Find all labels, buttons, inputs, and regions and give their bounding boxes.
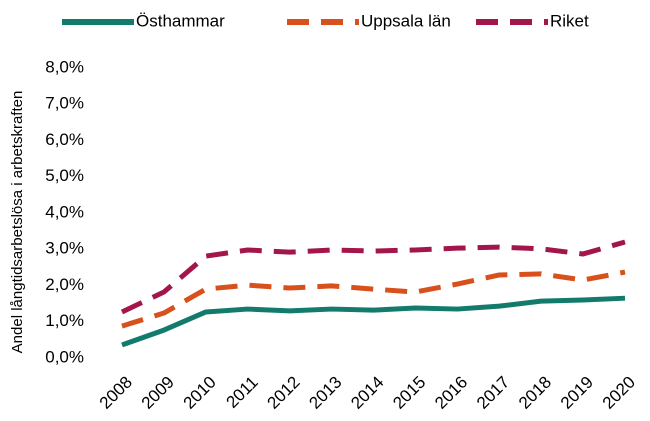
x-tick-label: 2018	[515, 373, 555, 413]
y-tick-label: 4,0%	[45, 202, 84, 221]
y-axis-label: Andel långtidsarbetslösa i arbetskraften	[9, 91, 26, 354]
y-tick-label: 3,0%	[45, 239, 84, 258]
x-tick-label: 2008	[96, 373, 136, 413]
series-line	[121, 295, 626, 348]
legend-label: Uppsala län	[361, 11, 451, 30]
x-tick-label: 2017	[473, 373, 513, 413]
x-tick-label: 2015	[389, 373, 429, 413]
x-tick-label: 2020	[599, 373, 639, 413]
x-tick-label: 2013	[305, 373, 345, 413]
y-tick-label: 5,0%	[45, 166, 84, 185]
x-tick-label: 2011	[222, 373, 261, 412]
y-tick-label: 8,0%	[45, 57, 84, 76]
x-tick-label: 2012	[263, 373, 303, 413]
x-tick-label: 2009	[138, 373, 178, 413]
series-line	[121, 269, 626, 329]
y-tick-label: 1,0%	[45, 311, 84, 330]
x-tick-label: 2010	[180, 373, 220, 413]
legend-label: Östhammar	[136, 11, 225, 30]
y-tick-label: 2,0%	[45, 275, 84, 294]
x-tick-label: 2014	[347, 373, 387, 413]
x-tick-label: 2019	[557, 373, 597, 413]
y-tick-label: 6,0%	[45, 130, 84, 149]
y-tick-label: 7,0%	[45, 94, 84, 113]
x-tick-label: 2016	[431, 373, 471, 413]
legend-label: Riket	[550, 11, 589, 30]
y-tick-label: 0,0%	[45, 347, 84, 366]
